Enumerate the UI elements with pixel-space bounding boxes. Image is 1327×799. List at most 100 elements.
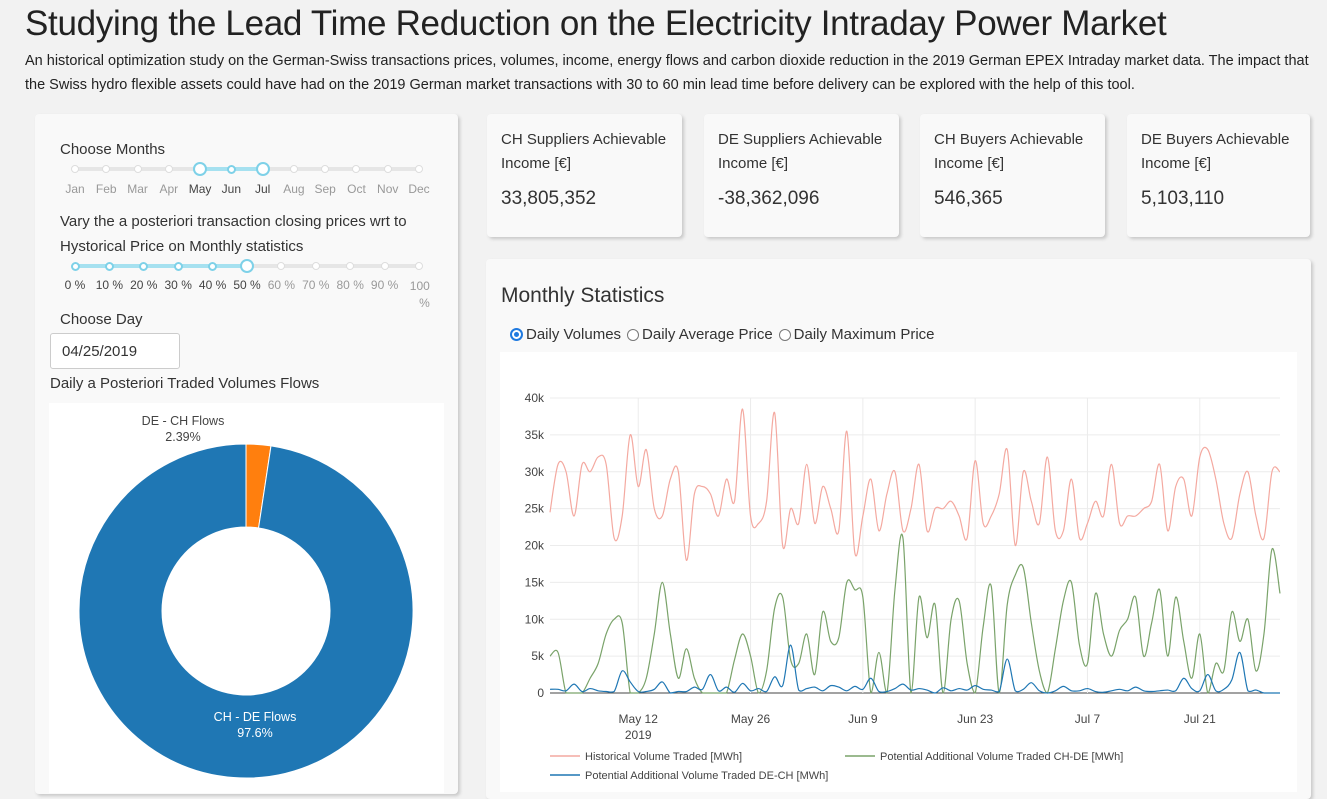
legend-label[interactable]: Potential Additional Volume Traded DE-CH… [585,770,828,782]
slider-mark-label: Apr [159,182,179,196]
slider-dot [415,165,423,173]
pie-label-de-ch: DE - CH Flows [142,414,225,428]
x-tick-label: Jun 9 [848,712,878,726]
y-tick-label: 15k [525,575,545,589]
slider-dot [383,165,392,173]
slider-mark-label: Jan [65,182,85,196]
pie-slice-1[interactable] [78,443,414,779]
slider-mark-label: Jul [254,182,271,196]
kpi-value: 546,365 [934,188,1003,209]
radio-button[interactable] [510,328,523,341]
kpi-value: 5,103,110 [1141,188,1225,209]
slider-handle[interactable] [255,162,270,176]
slider-mark-label: 60 % [267,278,296,292]
slider-mark-label: Mar [127,182,148,196]
radio-daily-volumes[interactable]: Daily Volumes [510,326,621,343]
pie-label-ch-de: CH - DE Flows [214,710,297,724]
kpi-card-de-suppliers: DE Suppliers Achievable Income [€] -38,3… [704,114,899,237]
y-tick-label: 0 [537,686,544,700]
radio-label: Daily Maximum Price [793,326,935,343]
monthly-statistics-panel: Monthly Statistics Daily Volumes Daily A… [486,259,1311,799]
slider-mark-label: Jun [221,182,242,196]
slider-handle[interactable] [240,259,254,273]
slider-mark-label: 30 % [164,278,192,292]
slider-dot [102,165,111,173]
slider-dot [104,261,114,271]
slider-mark-label: Oct [347,182,366,196]
radio-daily-maximum-price[interactable]: Daily Maximum Price [778,326,935,343]
kpi-value: 33,805,352 [501,188,597,209]
months-label: Choose Months [60,141,166,158]
kpi-label: DE Buyers Achievable Income [€] [1141,131,1290,172]
slider-mark-label: Aug [283,182,305,196]
y-tick-label: 25k [525,502,545,516]
volumes-line-chart: 0 5k 10k 15k 20k 25k 30k 35k 40k May 12 May 26 Jun … [500,352,1297,792]
radio-label: Daily Volumes [526,326,622,343]
series-line-1 [549,533,1281,694]
slider-dot [173,261,183,271]
series-line-0 [549,408,1281,561]
series-line-2 [549,644,1280,694]
slider-dot [133,165,142,173]
pie-percent-ch-de: 97.6% [237,726,272,740]
slider-range [75,264,247,268]
kpi-label: CH Suppliers Achievable Income [€] [501,131,667,172]
slider-mark-label: 0 % [64,278,86,292]
y-tick-label: 40k [525,391,545,405]
slider-mark-label: 70 % [302,278,330,292]
x-tick-label: May 12 [619,712,659,726]
day-date-input[interactable]: 04/25/2019 [50,333,180,369]
radio-button[interactable] [627,328,640,341]
slider-mark-label: Sep [314,182,336,196]
radio-button[interactable] [778,328,791,341]
line-chart-svg: 0 5k 10k 15k 20k 25k 30k 35k 40k May 12 May 26 Jun … [525,391,1281,782]
slider-mark-label: May [188,182,212,196]
radio-daily-average-price[interactable]: Daily Average Price [627,326,773,343]
slider-mark-label: Dec [408,182,430,196]
legend-label[interactable]: Historical Volume Traded [MWh] [585,751,742,763]
y-tick-label: 35k [525,428,545,442]
y-tick-label: 5k [531,649,545,663]
slider-mark-label: 40 % [198,278,227,292]
kpi-card-de-buyers: DE Buyers Achievable Income [€] 5,103,11… [1127,114,1310,237]
slider-dot [70,261,80,271]
slider-dot [289,165,298,173]
slider-mark-label: 20 % [130,278,158,292]
slider-dot [226,164,236,174]
kpi-label: CH Buyers Achievable Income [€] [934,131,1084,172]
price-label-line1: Vary the a posteriori transaction closin… [60,213,407,230]
slider-dot [346,262,355,270]
slider-dot [352,165,361,173]
slider-dot [321,165,330,173]
y-tick-label: 10k [525,612,545,626]
slider-dot [311,262,320,270]
kpi-card-ch-buyers: CH Buyers Achievable Income [€] 546,365 [920,114,1105,237]
slider-dot [71,165,79,173]
x-year-label: 2019 [625,728,652,742]
x-tick-label: Jul 7 [1075,712,1101,726]
slider-mark-label: 10 % [95,278,124,292]
slider-handle[interactable] [193,162,208,176]
pie-svg: DE - CH Flows 2.39% CH - DE Flows 97.6% [78,414,414,779]
y-tick-label: 30k [525,465,545,479]
page-title: Studying the Lead Time Reduction on the … [25,4,1167,43]
slider-dot [139,261,149,271]
pie-percent-de-ch: 2.39% [165,430,200,444]
price-label-line2: Hystorical Price on Monthly statistics [60,238,304,255]
slider-mark-label: 100 % [409,279,430,310]
stats-title: Monthly Statistics [501,284,665,307]
legend-label[interactable]: Potential Additional Volume Traded CH-DE… [880,751,1123,763]
radio-label: Daily Average Price [642,326,773,343]
slider-dot [164,165,173,173]
flows-label: Daily a Posteriori Traded Volumes Flows [50,375,320,392]
y-tick-label: 20k [525,539,545,553]
day-label: Choose Day [60,311,143,328]
chart-mode-radio-group: Daily Volumes Daily Average Price Daily … [510,326,935,343]
flows-pie-chart: DE - CH Flows 2.39% CH - DE Flows 97.6% [49,403,444,793]
slider-mark-label: 80 % [336,278,364,292]
slider-dot [277,262,286,270]
slider-mark-label: Feb [95,182,117,196]
slider-mark-label: 50 % [233,278,261,292]
kpi-card-ch-suppliers: CH Suppliers Achievable Income [€] 33,80… [487,114,682,237]
x-tick-label: Jul 21 [1184,712,1216,726]
